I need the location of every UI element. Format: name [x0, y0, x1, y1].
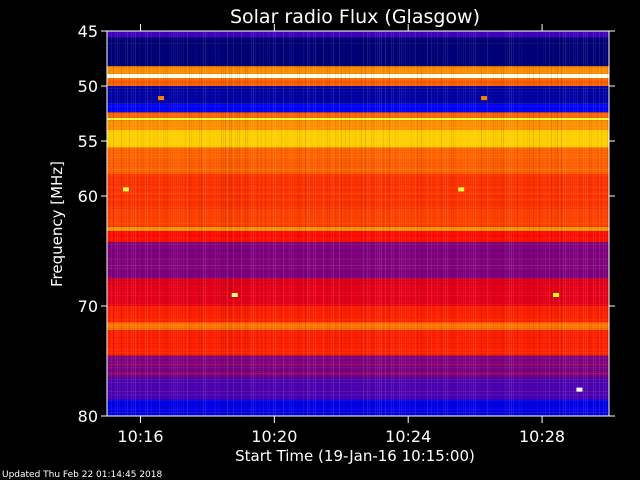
- y-tick-label-80: 80: [78, 407, 98, 426]
- burst-4: [231, 293, 238, 297]
- burst-0: [122, 187, 129, 192]
- frequency-band-2: [107, 66, 609, 74]
- frequency-band-11: [107, 147, 609, 174]
- frequency-band-18: [107, 306, 609, 323]
- spectrogram-texture: [107, 31, 609, 416]
- y-axis: 45 50 55 60 70 80: [78, 22, 615, 426]
- y-tick-label-45: 45: [78, 22, 98, 41]
- chart-title: Solar radio Flux (Glasgow): [230, 6, 480, 28]
- frequency-band-22: [107, 377, 609, 400]
- burst-1: [458, 187, 465, 192]
- x-axis-label: Start Time (19-Jan-16 10:15:00): [235, 447, 475, 465]
- frequency-band-17: [107, 278, 609, 306]
- frequency-band-12: [107, 174, 609, 207]
- frequency-band-14: [107, 226, 609, 232]
- update-timestamp: Updated Thu Feb 22 01:14:45 2018: [2, 470, 163, 480]
- x-tick-label-10:20: 10:20: [251, 427, 297, 446]
- frequency-band-15: [107, 231, 609, 243]
- y-tick-label-55: 55: [78, 132, 98, 151]
- frequency-band-19: [107, 322, 609, 331]
- y-tick-label-60: 60: [78, 187, 98, 206]
- frequency-band-16: [107, 242, 609, 279]
- burst-2: [158, 96, 165, 101]
- burst-5: [576, 387, 583, 392]
- frequency-band-21: [107, 355, 609, 378]
- radio-bursts: [122, 96, 583, 392]
- y-tick-label-70: 70: [78, 297, 98, 316]
- x-tick-label-10:24: 10:24: [385, 427, 431, 446]
- frequency-band-7: [107, 112, 609, 118]
- burst-6: [553, 293, 560, 297]
- y-axis-label: Frequency [MHz]: [48, 161, 66, 287]
- frequency-band-8: [107, 117, 609, 121]
- frequency-band-13: [107, 207, 609, 227]
- x-axis: 10:16 10:20 10:24 10:28: [117, 24, 565, 446]
- frequency-band-23: [107, 399, 609, 416]
- frequency-band-6: [107, 103, 609, 113]
- plot-frame: [106, 30, 610, 417]
- frequency-band-10: [107, 130, 609, 148]
- spectrogram-plot-area: [107, 31, 609, 416]
- y-tick-label-50: 50: [78, 77, 98, 96]
- frequency-band-3: [107, 73, 609, 79]
- burst-3: [481, 96, 488, 101]
- frequency-band-0: [107, 31, 609, 38]
- frequency-band-4: [107, 78, 609, 86]
- x-tick-label-10:28: 10:28: [519, 427, 565, 446]
- frequency-band-20: [107, 330, 609, 356]
- frequency-band-1: [107, 37, 609, 67]
- frequency-bands: [107, 31, 609, 416]
- frequency-band-9: [107, 120, 609, 130]
- x-tick-label-10:16: 10:16: [117, 427, 163, 446]
